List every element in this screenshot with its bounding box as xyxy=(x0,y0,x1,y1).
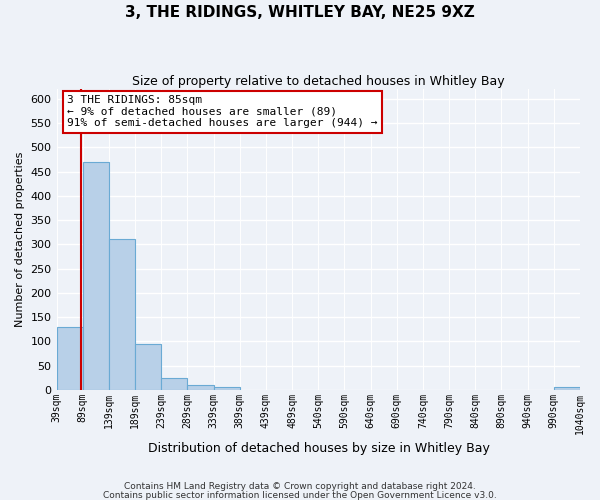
Bar xyxy=(161,378,187,390)
Bar xyxy=(83,162,109,390)
X-axis label: Distribution of detached houses by size in Whitley Bay: Distribution of detached houses by size … xyxy=(148,442,490,455)
Y-axis label: Number of detached properties: Number of detached properties xyxy=(15,152,25,327)
Text: 3 THE RIDINGS: 85sqm
← 9% of detached houses are smaller (89)
91% of semi-detach: 3 THE RIDINGS: 85sqm ← 9% of detached ho… xyxy=(67,95,377,128)
Text: Contains HM Land Registry data © Crown copyright and database right 2024.: Contains HM Land Registry data © Crown c… xyxy=(124,482,476,491)
Text: 3, THE RIDINGS, WHITLEY BAY, NE25 9XZ: 3, THE RIDINGS, WHITLEY BAY, NE25 9XZ xyxy=(125,5,475,20)
Bar xyxy=(56,326,83,390)
Text: Contains public sector information licensed under the Open Government Licence v3: Contains public sector information licen… xyxy=(103,490,497,500)
Bar xyxy=(135,344,161,390)
Bar xyxy=(214,388,240,390)
Title: Size of property relative to detached houses in Whitley Bay: Size of property relative to detached ho… xyxy=(132,75,505,88)
Bar xyxy=(109,240,135,390)
Bar xyxy=(187,385,214,390)
Bar xyxy=(554,388,580,390)
